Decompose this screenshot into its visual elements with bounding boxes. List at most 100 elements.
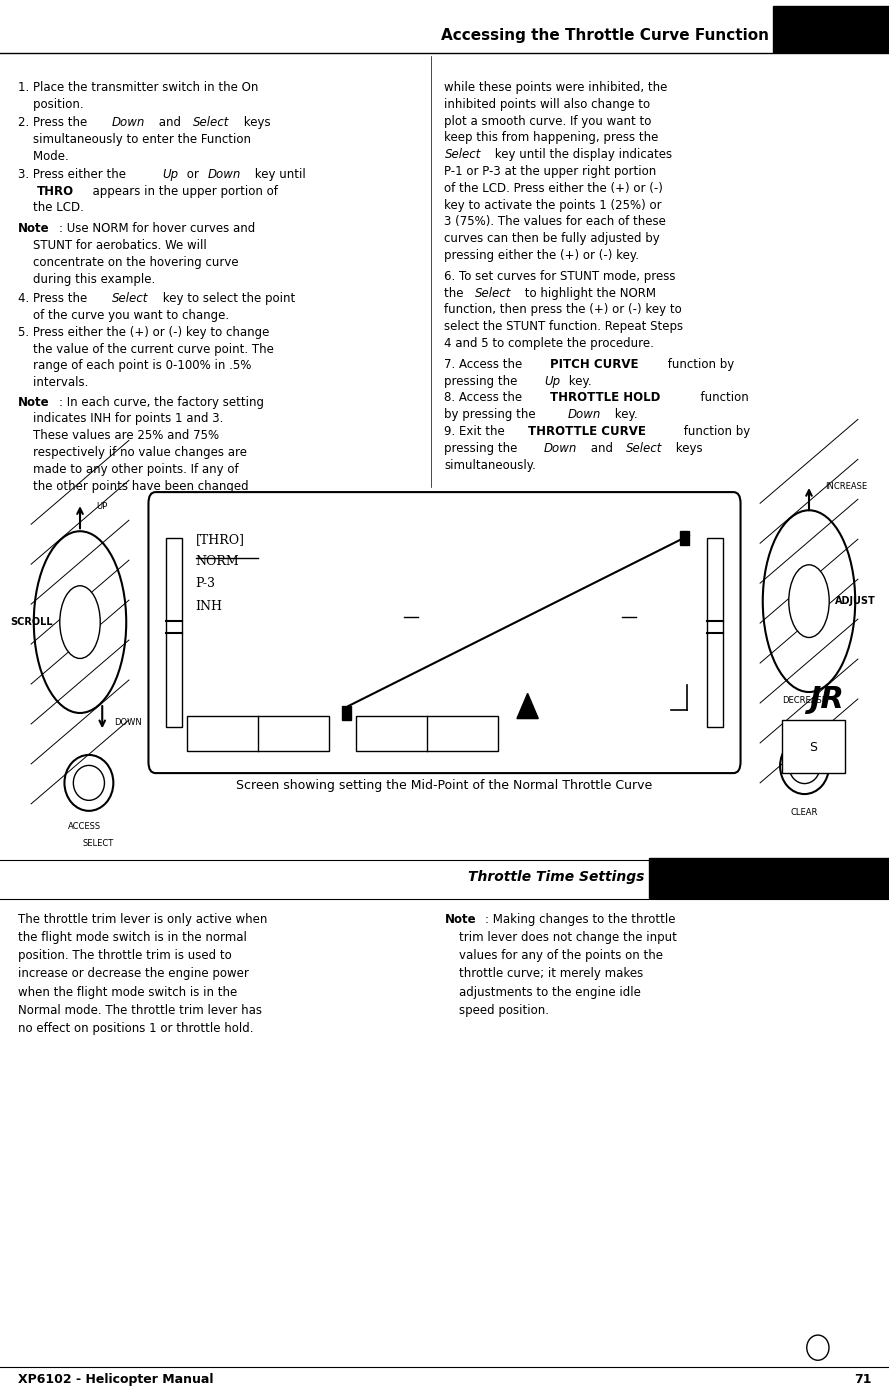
Text: keep this from happening, press the: keep this from happening, press the (444, 131, 659, 144)
Text: [THRO]: [THRO] (196, 533, 244, 545)
Text: curves can then be fully adjusted by: curves can then be fully adjusted by (444, 232, 661, 245)
Text: while these points were inhibited, the: while these points were inhibited, the (444, 81, 668, 94)
Text: by pressing the: by pressing the (444, 408, 540, 421)
Text: DECREASE: DECREASE (782, 696, 827, 705)
Text: Select: Select (626, 442, 661, 454)
Text: pressing the: pressing the (444, 375, 522, 387)
Text: Mode.: Mode. (18, 150, 68, 162)
Ellipse shape (789, 749, 821, 783)
Text: Up: Up (162, 168, 178, 180)
Text: Accessing the Throttle Curve Function: Accessing the Throttle Curve Function (441, 28, 769, 43)
Text: ACCESS: ACCESS (68, 822, 101, 830)
Text: concentrate on the hovering curve: concentrate on the hovering curve (18, 256, 238, 268)
Text: no effect on positions 1 or throttle hold.: no effect on positions 1 or throttle hol… (18, 1022, 253, 1035)
Ellipse shape (73, 765, 105, 800)
Text: pressing either the (+) or (-) key.: pressing either the (+) or (-) key. (444, 249, 639, 261)
Text: P-1 or P-3 at the upper right portion: P-1 or P-3 at the upper right portion (444, 165, 657, 178)
Text: : Making changes to the throttle: : Making changes to the throttle (485, 913, 676, 925)
Text: INCREASE: INCREASE (825, 482, 867, 491)
Text: 9. Exit the: 9. Exit the (444, 425, 509, 438)
Text: simultaneously.: simultaneously. (444, 459, 536, 471)
Text: Select: Select (112, 292, 148, 305)
Text: during this example.: during this example. (18, 273, 155, 285)
Bar (187, 716, 329, 751)
Text: Note: Note (18, 396, 50, 408)
Text: trim lever does not change the input: trim lever does not change the input (444, 931, 677, 944)
Text: JR: JR (809, 685, 845, 714)
Text: ADJUST: ADJUST (835, 596, 876, 607)
Text: respectively if no value changes are: respectively if no value changes are (18, 446, 247, 459)
Text: 5. Press either the (+) or (-) key to change: 5. Press either the (+) or (-) key to ch… (18, 326, 269, 338)
Text: THROTTLE HOLD: THROTTLE HOLD (550, 391, 661, 404)
Bar (342, 706, 351, 720)
Text: plot a smooth curve. If you want to: plot a smooth curve. If you want to (444, 115, 652, 127)
Text: 7. Access the: 7. Access the (444, 358, 526, 370)
Text: 2. Press the: 2. Press the (18, 116, 91, 129)
Text: when the flight mode switch is in the: when the flight mode switch is in the (18, 986, 237, 998)
Text: and: and (155, 116, 185, 129)
Text: key.: key. (565, 375, 591, 387)
Text: intervals.: intervals. (18, 376, 88, 389)
Text: key until the display indicates: key until the display indicates (492, 148, 673, 161)
Text: INH: INH (196, 600, 222, 612)
Text: Down: Down (544, 442, 577, 454)
Text: or: or (183, 168, 203, 180)
Text: 3. Press either the: 3. Press either the (18, 168, 130, 180)
Text: the value of the current curve point. The: the value of the current curve point. Th… (18, 343, 274, 355)
Bar (649, 858, 889, 898)
Text: Normal mode. The throttle trim lever has: Normal mode. The throttle trim lever has (18, 1004, 261, 1016)
Text: 6. To set curves for STUNT mode, press: 6. To set curves for STUNT mode, press (444, 270, 676, 282)
Bar (166, 538, 182, 727)
Text: position. The throttle trim is used to: position. The throttle trim is used to (18, 949, 231, 962)
Text: the LCD.: the LCD. (18, 201, 84, 214)
Text: function, then press the (+) or (-) key to: function, then press the (+) or (-) key … (444, 303, 682, 316)
Bar (356, 716, 498, 751)
Text: 4. Press the: 4. Press the (18, 292, 91, 305)
Text: range of each point is 0-100% in .5%: range of each point is 0-100% in .5% (18, 359, 252, 372)
Text: speed position.: speed position. (444, 1004, 549, 1016)
Text: key.: key. (611, 408, 637, 421)
Text: These values are 25% and 75%: These values are 25% and 75% (18, 429, 219, 442)
Text: 71: 71 (853, 1373, 871, 1385)
Ellipse shape (789, 565, 829, 637)
Text: throttle curve; it merely makes: throttle curve; it merely makes (444, 967, 644, 980)
Text: function by: function by (680, 425, 750, 438)
Text: P-3: P-3 (196, 577, 215, 590)
Bar (782, 720, 845, 773)
Text: of the curve you want to change.: of the curve you want to change. (18, 309, 228, 322)
Text: Note: Note (444, 913, 477, 925)
Text: made to any other points. If any of: made to any other points. If any of (18, 463, 238, 475)
Text: keys: keys (672, 442, 703, 454)
Text: THRO: THRO (37, 185, 75, 197)
Ellipse shape (807, 1335, 829, 1360)
Text: Select: Select (194, 116, 229, 129)
Text: values for any of the points on the: values for any of the points on the (444, 949, 663, 962)
Ellipse shape (781, 738, 829, 794)
Text: and: and (587, 442, 617, 454)
Text: position.: position. (18, 98, 84, 110)
Text: SCROLL: SCROLL (11, 617, 53, 628)
Text: inhibited points will also change to: inhibited points will also change to (444, 98, 651, 110)
Text: to highlight the NORM: to highlight the NORM (522, 287, 656, 299)
Text: the other points have been changed: the other points have been changed (18, 480, 248, 492)
Text: Down: Down (567, 408, 601, 421)
Text: Note: Note (18, 222, 50, 235)
Text: select the STUNT function. Repeat Steps: select the STUNT function. Repeat Steps (444, 320, 684, 333)
Text: Throttle Time Settings: Throttle Time Settings (469, 870, 645, 884)
Text: THROTTLE CURVE: THROTTLE CURVE (528, 425, 645, 438)
Ellipse shape (34, 531, 126, 713)
Text: Down: Down (208, 168, 242, 180)
Bar (773, 6, 889, 52)
Text: indicates INH for points 1 and 3.: indicates INH for points 1 and 3. (18, 412, 223, 425)
Text: increase or decrease the engine power: increase or decrease the engine power (18, 967, 249, 980)
Text: the: the (444, 287, 468, 299)
FancyBboxPatch shape (148, 492, 741, 773)
Text: simultaneously to enter the Function: simultaneously to enter the Function (18, 133, 251, 145)
Text: key to activate the points 1 (25%) or: key to activate the points 1 (25%) or (444, 199, 662, 211)
Text: DOWN: DOWN (114, 719, 141, 727)
Text: keys: keys (240, 116, 271, 129)
Text: NORM: NORM (196, 555, 239, 568)
Text: Select: Select (444, 148, 481, 161)
Bar (680, 531, 689, 545)
Text: key to select the point: key to select the point (159, 292, 295, 305)
